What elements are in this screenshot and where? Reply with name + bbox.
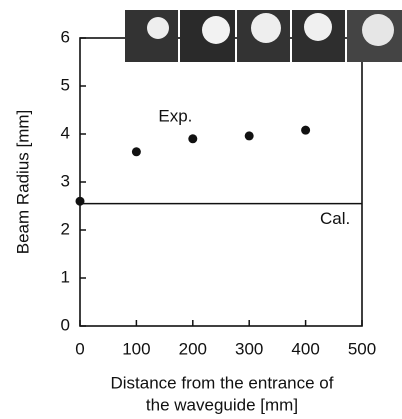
plot-frame <box>79 37 363 327</box>
y-tick-label: 4 <box>61 123 70 142</box>
x-tick-label: 500 <box>348 339 376 358</box>
data-point <box>75 196 85 206</box>
x-tick-label: 0 <box>75 339 84 358</box>
y-axis-label: Beam Radius [mm] <box>13 110 32 255</box>
data-point <box>131 147 141 157</box>
data-point <box>244 131 254 141</box>
x-tick-label: 200 <box>179 339 207 358</box>
y-tick-label: 3 <box>61 171 70 190</box>
x-axis-label: the waveguide [mm] <box>146 395 298 414</box>
y-tick-label: 2 <box>61 219 70 238</box>
data-point <box>188 134 198 144</box>
x-axis-label: Distance from the entrance of <box>110 373 333 392</box>
y-tick-label: 1 <box>61 267 70 286</box>
x-tick-label: 300 <box>235 339 263 358</box>
reference-label: Cal. <box>320 209 350 228</box>
data-point <box>301 125 311 135</box>
y-tick-label: 0 <box>61 315 70 334</box>
series-label: Exp. <box>158 106 192 125</box>
y-tick-label: 6 <box>61 27 70 46</box>
y-tick-label: 5 <box>61 75 70 94</box>
beam-images <box>125 10 402 62</box>
x-tick-label: 400 <box>291 339 319 358</box>
x-tick-label: 100 <box>122 339 150 358</box>
